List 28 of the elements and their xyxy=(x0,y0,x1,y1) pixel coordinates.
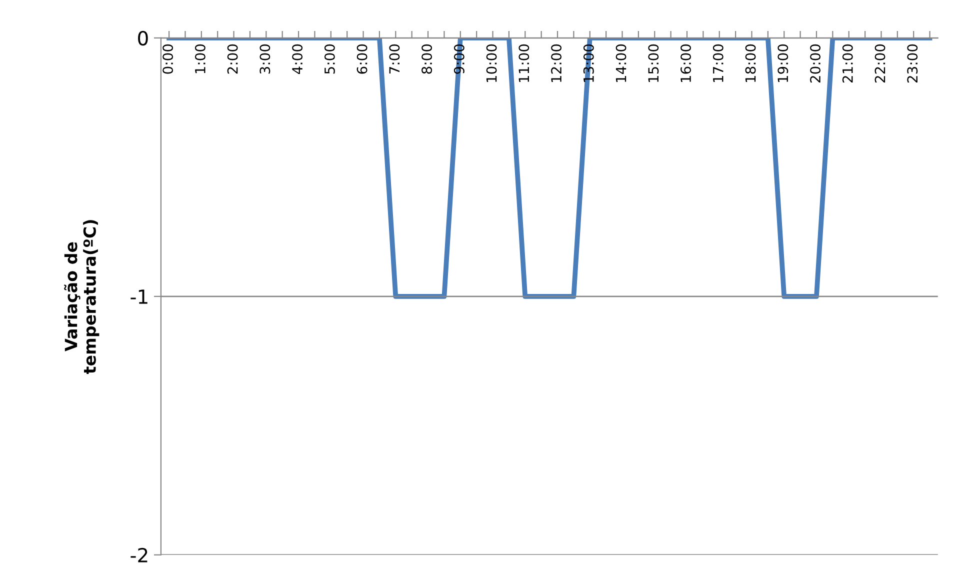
x-tick-label: 21:00 xyxy=(842,44,853,83)
y-tick-label: 0 xyxy=(138,30,148,46)
x-tick-label: 12:00 xyxy=(551,44,562,82)
x-tick-label: 14:00 xyxy=(616,44,626,82)
x-tick-label: 15:00 xyxy=(648,44,659,82)
x-tick-label: 1:00 xyxy=(194,44,206,74)
x-tick-label: 10:00 xyxy=(486,44,497,82)
x-tick-label: 4:00 xyxy=(292,44,303,74)
x-tick-label: 2:00 xyxy=(227,44,238,74)
x-tick-label: 9:00 xyxy=(454,44,464,74)
x-tick-label: 13:00 xyxy=(583,44,594,82)
x-tick-label: 8:00 xyxy=(422,44,432,74)
x-tick-label: 20:00 xyxy=(810,44,821,83)
x-tick-label: 5:00 xyxy=(324,44,335,74)
y-axis-title: Variação de temperatura(ºC) xyxy=(64,220,100,374)
x-tick-label: 7:00 xyxy=(389,44,400,74)
x-tick-label: 6:00 xyxy=(356,44,368,74)
x-tick-label: 11:00 xyxy=(518,44,530,82)
y-tick-label: -2 xyxy=(130,548,148,562)
x-tick-label: 0:00 xyxy=(162,44,174,74)
x-tick-label: 17:00 xyxy=(712,44,724,82)
x-tick-label: 18:00 xyxy=(745,44,756,82)
x-tick-label: 22:00 xyxy=(874,44,886,83)
x-tick-label: 16:00 xyxy=(680,44,692,82)
x-tick-label: 3:00 xyxy=(260,44,270,74)
x-tick-label: 19:00 xyxy=(778,44,788,82)
x-tick-label: 23:00 xyxy=(907,44,918,83)
y-tick-label: -1 xyxy=(130,290,148,304)
